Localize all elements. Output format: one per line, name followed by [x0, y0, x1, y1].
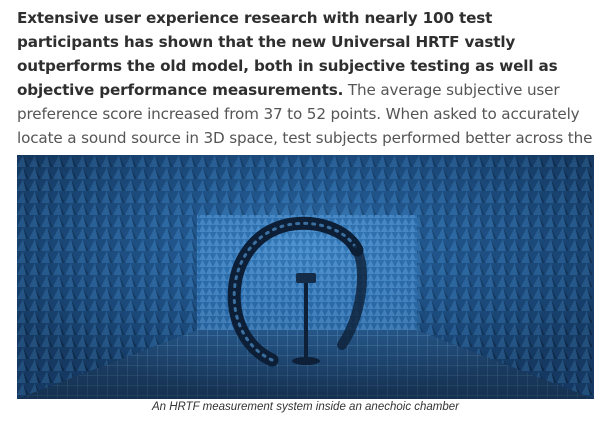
article-paragraph: Extensive user experience research with …	[17, 6, 595, 174]
measurement-stand	[292, 273, 320, 365]
anechoic-chamber-illustration	[17, 155, 594, 399]
article-lead-bold: Extensive user experience research with …	[17, 9, 558, 99]
measurement-arc	[227, 216, 367, 367]
figure-caption: An HRTF measurement system inside an ane…	[151, 401, 460, 413]
anechoic-chamber-photo	[17, 155, 594, 399]
